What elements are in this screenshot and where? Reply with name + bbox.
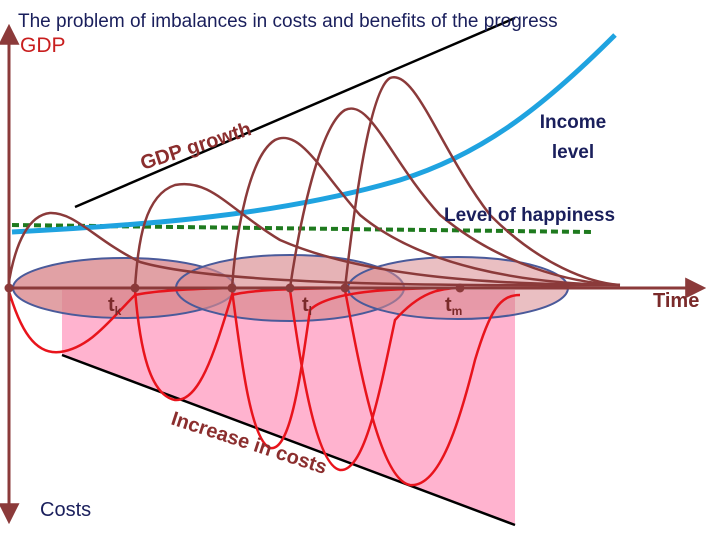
lower-envelope: [61, 353, 516, 527]
benefit-wave-5: [343, 75, 621, 289]
tm-label: tm: [445, 294, 462, 318]
time-label: Time: [653, 290, 699, 312]
axis-dot-tl: [285, 283, 295, 293]
gdp-label: GDP: [20, 34, 66, 57]
benefit-wave-1: [6, 211, 621, 289]
axis-dot-b: [340, 283, 350, 293]
income-curve: [11, 33, 617, 235]
costs-label: Costs: [40, 499, 91, 521]
benefit-wave-2: [133, 182, 621, 289]
tl-label: tl: [302, 294, 312, 318]
axis-dot-tm: [455, 283, 465, 293]
happiness-label: Level of happiness: [444, 205, 615, 226]
axis-dot-a: [227, 283, 237, 293]
axis-dot-tk: [130, 283, 140, 293]
gdp-growth-label: GDP growth: [138, 118, 254, 175]
cost-wave-5: [343, 289, 521, 487]
upper-envelope: [74, 16, 516, 209]
income-level-label-line1: Income: [540, 112, 607, 133]
axis-dot-origin: [4, 283, 14, 293]
cost-wave-4: [288, 286, 461, 472]
cost-area: [62, 290, 515, 525]
cost-wave-3: [230, 286, 461, 450]
benefit-wave-3: [230, 136, 621, 289]
diagram-title: The problem of imbalances in costs and b…: [18, 11, 558, 32]
income-level-label-line2: level: [552, 142, 594, 163]
happiness-line: [11, 223, 593, 234]
tk-label: tk: [108, 294, 122, 318]
benefit-wave-4: [288, 107, 621, 289]
